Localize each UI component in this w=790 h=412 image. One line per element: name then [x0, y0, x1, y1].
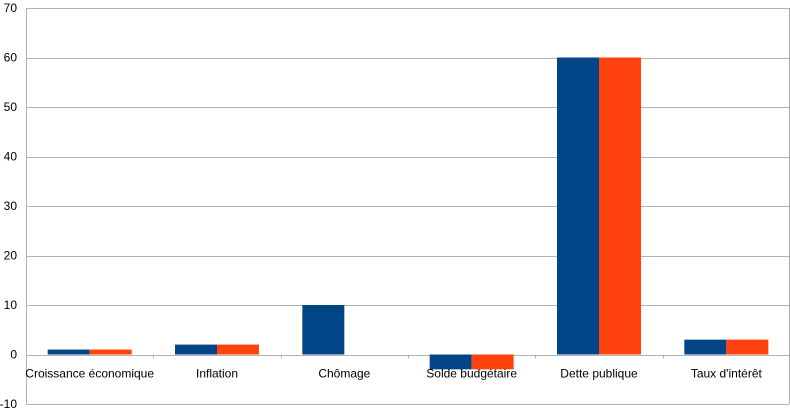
x-category-label: Croissance économique — [25, 367, 154, 381]
gridlines — [26, 8, 789, 405]
bar-series-1-5 — [684, 339, 727, 355]
bars — [47, 57, 769, 370]
bar-series-1-0 — [47, 349, 90, 355]
y-tick-label: 50 — [4, 100, 18, 114]
y-tick-label: 60 — [4, 51, 18, 65]
x-category-label: Solde budgétaire — [426, 367, 517, 381]
y-tick-label: 20 — [4, 249, 18, 263]
x-category-label: Dette publique — [560, 367, 638, 381]
y-tick-label: 70 — [4, 1, 18, 15]
bar-series-1-1 — [175, 344, 217, 355]
y-axis-tick-labels: -10 0 10 20 30 40 50 60 70 — [0, 1, 17, 411]
y-tick-label: 30 — [4, 199, 18, 213]
bar-series-2-3 — [471, 354, 514, 370]
bar-series-1-4 — [557, 57, 599, 355]
x-category-label: Inflation — [196, 367, 238, 381]
bar-series-1-2 — [302, 305, 345, 355]
x-category-label: Taux d'intérêt — [691, 367, 763, 381]
bar-series-2-5 — [726, 339, 769, 355]
bar-series-2-1 — [217, 344, 259, 355]
x-axis-category-labels: Croissance économique Inflation Chômage Sol… — [25, 367, 762, 381]
bar-series-1-3 — [429, 354, 472, 370]
y-tick-label: 40 — [4, 150, 18, 164]
y-tick-label: 0 — [10, 348, 17, 362]
bar-series-2-0 — [89, 349, 132, 355]
x-category-label: Chômage — [318, 367, 370, 381]
bar-series-2-4 — [599, 57, 641, 355]
y-tick-label: 10 — [4, 298, 18, 312]
y-tick-label: -10 — [0, 397, 17, 411]
